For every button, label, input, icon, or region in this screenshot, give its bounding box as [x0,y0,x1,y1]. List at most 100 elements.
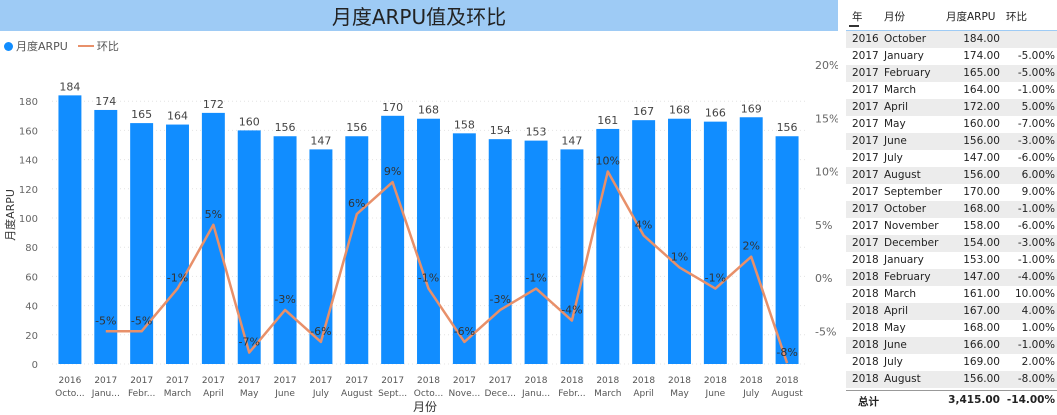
x-tick-label-month: Dece... [484,389,516,399]
cell-month: April [884,101,908,113]
table-row[interactable]: 2017 January 174.00 -5.00% [846,48,1057,65]
cell-mom: -5.00% [1017,50,1055,62]
bar [417,118,440,364]
bar [273,136,297,364]
table-row[interactable]: 2017 March 164.00 -1.00% [846,82,1057,99]
table-row[interactable]: 2018 February 147.00 -4.00% [846,269,1057,286]
cell-year: 2018 [852,271,879,283]
cell-year: 2017 [852,152,879,164]
table-row[interactable]: 2018 July 169.00 2.00% [846,354,1057,371]
cell-arpu: 164.00 [963,84,1000,96]
cell-arpu: 158.00 [963,220,1000,232]
bar [166,124,189,364]
table-row[interactable]: 2017 April 172.00 5.00% [846,99,1057,116]
cell-month: November [884,220,939,232]
line-value-label: 2% [742,240,759,253]
bar [739,117,763,364]
legend-line-marker-icon [77,45,94,47]
table-row[interactable]: 2018 January 153.00 -1.00% [846,252,1057,269]
x-tick-label-year: 2017 [94,376,117,386]
table-row[interactable]: 2017 July 147.00 -6.00% [846,150,1057,167]
x-tick-label-month: May [670,389,689,399]
cell-mom: 9.00% [1021,186,1055,198]
line-value-label: -1% [525,272,546,285]
table-row[interactable]: 2018 April 167.00 4.00% [846,303,1057,320]
table-row[interactable]: 2017 September 170.00 9.00% [846,184,1057,201]
table-row[interactable]: 2017 August 156.00 6.00% [846,167,1057,184]
cell-year: 2017 [852,101,879,113]
table-row[interactable]: 2017 May 160.00 -7.00% [846,116,1057,133]
total-mom: -14.00% [1006,394,1055,406]
table-row[interactable]: 2018 March 161.00 10.00% [846,286,1057,303]
table-row[interactable]: 2018 May 168.00 1.00% [846,320,1057,337]
header-year[interactable]: 年 [852,11,863,23]
cell-year: 2017 [852,50,879,62]
x-tick-label-year: 2018 [525,376,548,386]
cell-month: December [884,237,939,249]
y-left-tick-label: 0 [32,360,38,371]
line-value-label: -6% [310,325,331,338]
cell-arpu: 172.00 [963,101,1000,113]
header-mom[interactable]: 环比 [1006,11,1027,23]
mom-line [105,170,789,364]
line-value-label: 4% [635,218,652,231]
cell-year: 2017 [852,67,879,79]
cell-arpu: 160.00 [963,118,1000,130]
bar-value-label: 166 [705,107,726,120]
cell-month: April [884,305,908,317]
y-right-tick-label: -5% [815,325,836,338]
bar [345,136,369,364]
cell-mom: -8.00% [1017,373,1055,385]
x-tick-label-year: 2018 [704,376,727,386]
cell-month: June [884,135,907,147]
cell-month: February [884,67,931,79]
table-row[interactable]: 2016 October 184.00 [846,31,1057,48]
table-row[interactable]: 2017 November 158.00 -6.00% [846,218,1057,235]
cell-year: 2017 [852,237,879,249]
y-left-tick-label: 180 [19,97,38,108]
bar [130,123,154,364]
table-row[interactable]: 2017 June 156.00 -3.00% [846,133,1057,150]
bar-value-label: 147 [561,134,582,147]
cell-arpu: 165.00 [963,67,1000,79]
bar [560,149,584,364]
bar-value-label: 168 [669,104,690,117]
table-row[interactable]: 2017 October 168.00 -1.00% [846,201,1057,218]
y-right-tick-label: 15% [815,112,838,125]
bar [381,115,405,364]
x-tick-label-month: March [594,389,621,399]
cell-mom: -4.00% [1017,271,1055,283]
cell-arpu: 168.00 [963,203,1000,215]
cell-year: 2017 [852,118,879,130]
x-tick-label-month: June [274,389,295,399]
cell-mom: -3.00% [1017,237,1055,249]
table-row[interactable]: 2018 June 166.00 -1.00% [846,337,1057,354]
line-value-label: -8% [776,346,797,359]
bar [668,118,691,364]
y-left-tick-label: 60 [25,272,38,283]
cell-mom: 4.00% [1021,305,1055,317]
header-arpu[interactable]: 月度ARPU [946,11,996,23]
table-row[interactable]: 2018 August 156.00 -8.00% [846,371,1057,388]
cell-month: October [884,203,927,215]
bar [58,95,82,365]
bar [632,120,656,365]
chart-legend: 月度ARPU 环比 [4,38,119,54]
x-tick-label-month: Nove... [449,389,481,399]
x-tick-label-year: 2018 [417,376,440,386]
table-row[interactable]: 2017 February 165.00 -5.00% [846,65,1057,82]
bar-value-label: 184 [59,80,80,93]
cell-month: June [884,339,907,351]
table-row[interactable]: 2017 December 154.00 -3.00% [846,235,1057,252]
cell-arpu: 166.00 [963,339,1000,351]
x-tick-label-month: April [203,389,224,399]
cell-year: 2018 [852,254,879,266]
y-left-tick-label: 100 [19,214,38,225]
cell-arpu: 167.00 [963,305,1000,317]
cell-mom: -6.00% [1017,220,1055,232]
x-tick-label-year: 2018 [632,376,655,386]
x-tick-label-year: 2017 [309,376,332,386]
cell-arpu: 161.00 [963,288,1000,300]
cell-arpu: 168.00 [963,322,1000,334]
header-month[interactable]: 月份 [884,11,905,23]
